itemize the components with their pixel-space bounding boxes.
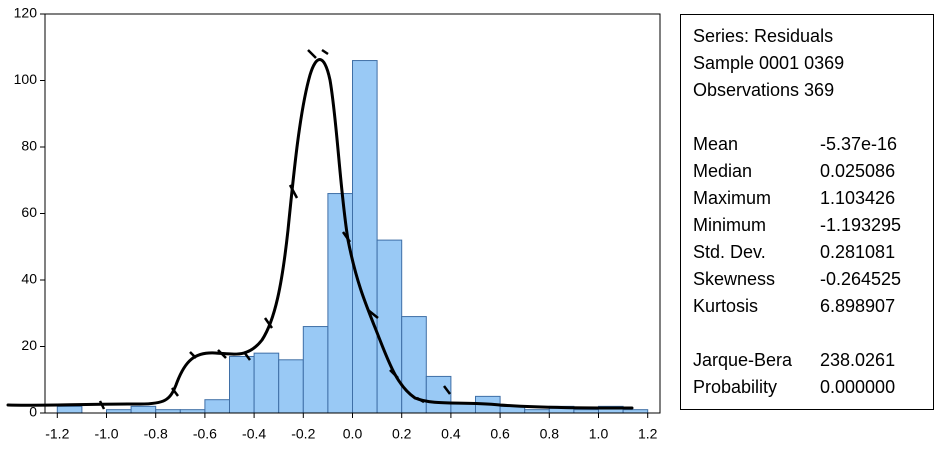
- stats-value: 0.000000: [820, 377, 896, 397]
- chart: 0 20 40 60 80 100 120 -1.2 -1.0 -0.8 -0.6 -0.4 -0.2 0…: [6, 5, 661, 442]
- x-tick-label: 0.8: [540, 426, 560, 442]
- stats-header: Series: Residuals: [693, 26, 834, 46]
- x-tick-label: 1.0: [589, 426, 609, 442]
- x-tick-label: 0.4: [441, 426, 461, 442]
- stats-value: 0.281081: [820, 242, 896, 262]
- bar: [278, 359, 304, 414]
- stats-row: Median 0.025086: [693, 158, 921, 185]
- x-tick-label: 0.0: [343, 426, 363, 442]
- y-tick-label: 60: [21, 204, 37, 220]
- stats-header: Sample 0001 0369: [693, 53, 845, 73]
- bar: [56, 405, 83, 414]
- x-tick-label: -1.0: [94, 426, 118, 442]
- stats-label: Skewness: [693, 269, 776, 289]
- stats-row: Mean -5.37e-16: [693, 131, 921, 158]
- y-tick-label: 120: [14, 5, 38, 21]
- bar: [130, 405, 157, 414]
- bar: [425, 375, 452, 414]
- stats-row: Skewness -0.264525: [693, 266, 921, 293]
- stats-label: Kurtosis: [693, 296, 759, 316]
- stats-value: 6.898907: [820, 296, 896, 316]
- bar: [352, 60, 378, 414]
- stats-label: Minimum: [693, 215, 767, 235]
- stats-row: Std. Dev. 0.281081: [693, 239, 921, 266]
- stats-label: Median: [693, 161, 753, 181]
- hand-drawn-ticks: [98, 48, 451, 410]
- spacer: [693, 320, 921, 347]
- spacer: [693, 104, 921, 131]
- bar: [376, 239, 403, 414]
- bar: [204, 399, 230, 414]
- stats-value: -1.193295: [820, 215, 902, 235]
- x-tick-label: 1.2: [638, 426, 658, 442]
- stats-row: Minimum -1.193295: [693, 212, 921, 239]
- marks: 0 20 40 60 80 100 120 -1.2 -1.0 -0.8 -0.6 -0.4 -0.2 0…: [14, 5, 661, 442]
- stats-box: Series: Residuals Sample 0001 0369 Observa…: [680, 14, 934, 410]
- stats-label: Jarque-Bera: [693, 350, 793, 370]
- stats-row: Maximum 1.103426: [693, 185, 921, 212]
- x-tick-label: -0.8: [144, 426, 168, 442]
- bar: [327, 193, 353, 414]
- stats-label: Std. Dev.: [693, 242, 766, 262]
- stats-row: Jarque-Bera 238.0261: [693, 347, 921, 374]
- stats-label: Mean: [693, 134, 739, 154]
- stats-row: Kurtosis 6.898907: [693, 293, 921, 320]
- y-tick-label: 0: [29, 404, 37, 420]
- stats-value: 1.103426: [820, 188, 896, 208]
- bar: [253, 352, 280, 414]
- stats-value: 0.025086: [820, 161, 896, 181]
- y-tick-label: 100: [14, 71, 38, 87]
- stats-value: 238.0261: [820, 350, 896, 370]
- stats-header: Observations 369: [693, 80, 835, 100]
- x-tick-label: -0.6: [193, 426, 217, 442]
- stats-value: -0.264525: [820, 269, 902, 289]
- stats-label: Probability: [693, 377, 778, 397]
- stats-label: Maximum: [693, 188, 772, 208]
- y-tick-label: 80: [21, 138, 37, 154]
- bar: [302, 326, 329, 414]
- y-tick-label: 40: [21, 271, 37, 287]
- x-tick-label: 0.6: [490, 426, 510, 442]
- stats-value: -5.37e-16: [820, 134, 898, 154]
- stats-row: Probability 0.000000: [693, 374, 921, 401]
- bar: [229, 355, 255, 414]
- x-tick-label: -0.2: [291, 426, 315, 442]
- x-tick-label: -1.2: [45, 426, 69, 442]
- x-tick-label: 0.2: [392, 426, 412, 442]
- x-tick-label: -0.4: [242, 426, 266, 442]
- y-tick-label: 20: [21, 337, 37, 353]
